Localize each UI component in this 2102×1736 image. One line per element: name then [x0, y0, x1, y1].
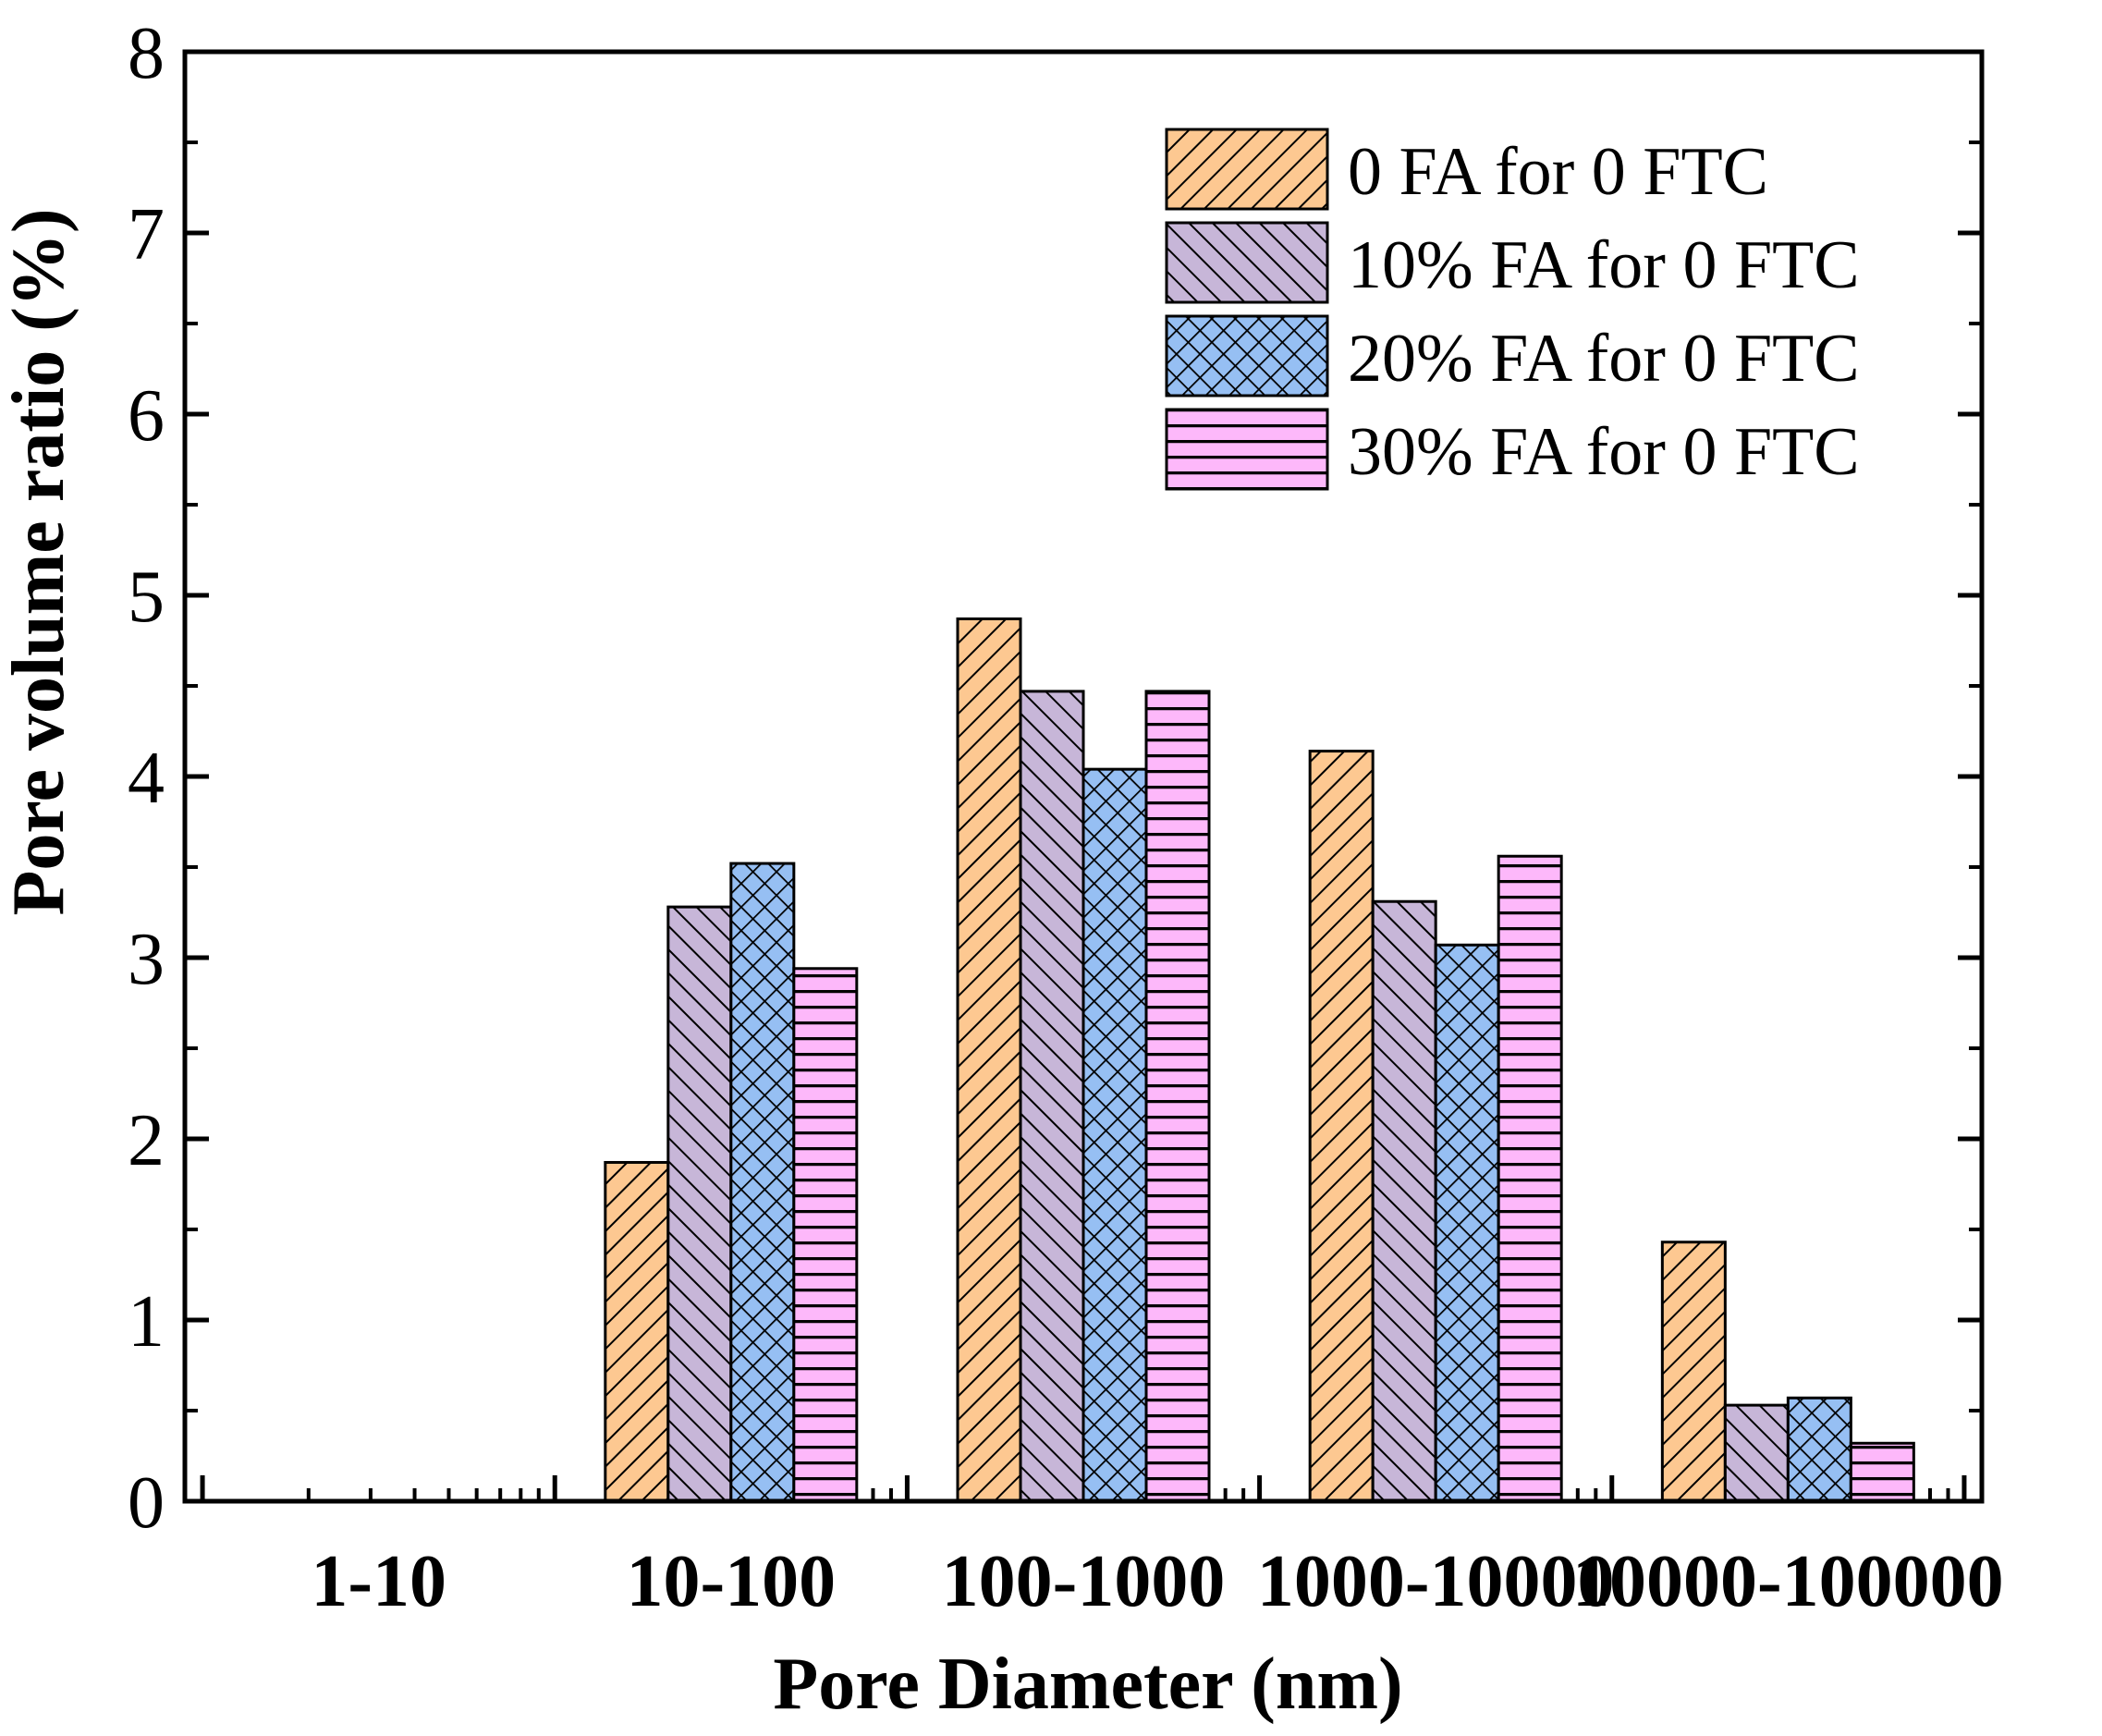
y-tick-label: 2: [128, 1100, 165, 1181]
bar-10000-100000-series-3: [1786, 1396, 1852, 1503]
y-tick-label: 3: [128, 919, 165, 1000]
bar-10-100-series-2: [666, 905, 733, 1503]
axis-ticks: 0 1 2 3 4 5 6 7 8 1-10 10-100 100-1000 1000-10000100…: [128, 13, 2004, 1622]
bar-100-1000-series-3: [1082, 767, 1148, 1503]
legend-swatch-3: [1165, 314, 1329, 397]
x-category-label: 10000-100000: [1572, 1541, 2004, 1622]
bar-1000-10000-series-4: [1497, 854, 1563, 1503]
legend-label-4: 30% FA for 0 FTC: [1348, 414, 1860, 490]
x-axis-title: Pore Diameter (nm): [773, 1644, 1402, 1725]
legend: 0 FA for 0 FTC 10% FA for 0 FTC 20% FA for…: [1165, 128, 1860, 491]
y-tick-label: 6: [128, 375, 165, 457]
x-category-label: 1000-10000: [1257, 1541, 1615, 1622]
legend-label-1: 0 FA for 0 FTC: [1348, 134, 1768, 210]
bar-10-100-series-4: [792, 967, 859, 1503]
bar-10000-100000-series-1: [1660, 1241, 1727, 1503]
bar-100-1000-series-4: [1144, 690, 1211, 1503]
legend-swatch-2: [1165, 221, 1329, 304]
x-category-label: 1-10: [311, 1541, 446, 1622]
legend-label-3: 20% FA for 0 FTC: [1348, 321, 1860, 397]
y-tick-label: 4: [128, 738, 165, 819]
bar-100-1000-series-1: [956, 617, 1022, 1503]
bar-1000-10000-series-2: [1371, 899, 1437, 1503]
x-category-label: 10-100: [627, 1541, 837, 1622]
plot-frame: [182, 49, 1985, 1504]
legend-swatch-1: [1165, 128, 1329, 211]
bar-1000-10000-series-1: [1308, 750, 1375, 1503]
bars: [604, 617, 1915, 1503]
y-tick-label: 5: [128, 556, 165, 638]
legend-swatch-4: [1165, 408, 1329, 491]
legend-label-2: 10% FA for 0 FTC: [1348, 227, 1860, 303]
y-tick-label: 7: [128, 194, 165, 275]
bar-10-100-series-3: [729, 862, 796, 1503]
bar-10-100-series-1: [604, 1160, 670, 1503]
x-category-label: 100-1000: [942, 1541, 1226, 1622]
bar-10000-100000-series-4: [1849, 1441, 1915, 1503]
bar-1000-10000-series-3: [1434, 943, 1500, 1503]
y-tick-label: 0: [128, 1462, 165, 1544]
bar-100-1000-series-2: [1019, 690, 1085, 1503]
y-axis-title: Pore volume ratio (%): [0, 209, 79, 916]
y-tick-label: 1: [128, 1281, 165, 1363]
bar-10000-100000-series-2: [1723, 1403, 1790, 1503]
y-tick-label: 8: [128, 13, 165, 94]
